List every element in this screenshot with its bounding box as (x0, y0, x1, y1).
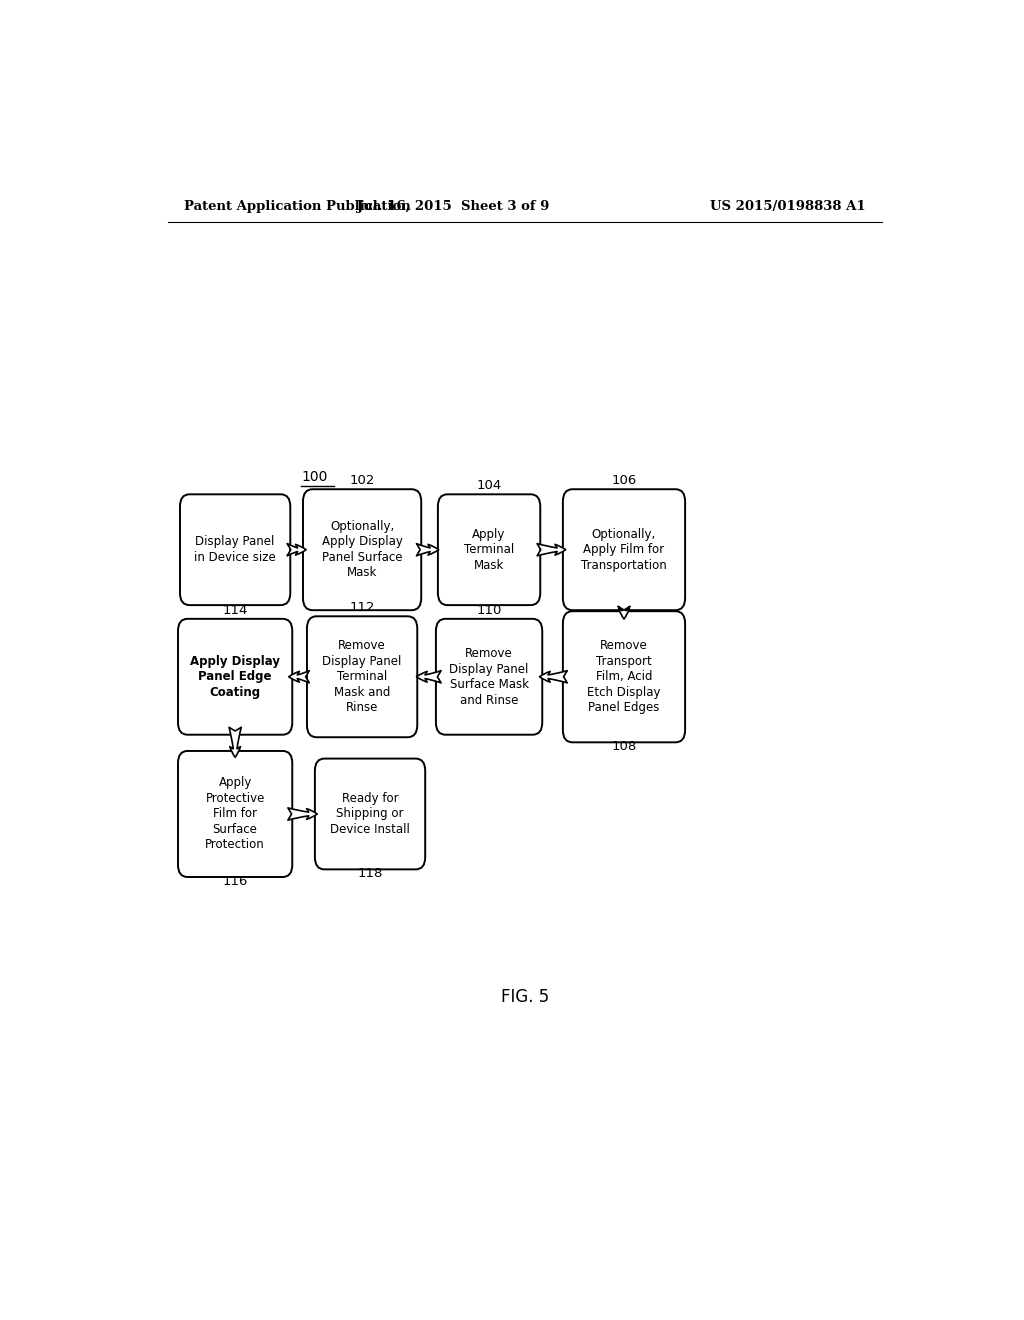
Text: Optionally,
Apply Film for
Transportation: Optionally, Apply Film for Transportatio… (582, 528, 667, 572)
Text: 100: 100 (301, 470, 328, 483)
Text: US 2015/0198838 A1: US 2015/0198838 A1 (711, 199, 866, 213)
Text: 110: 110 (476, 603, 502, 616)
Text: 118: 118 (357, 867, 383, 880)
Text: Remove
Transport
Film, Acid
Etch Display
Panel Edges: Remove Transport Film, Acid Etch Display… (587, 639, 660, 714)
FancyBboxPatch shape (563, 490, 685, 610)
Text: Remove
Display Panel
Terminal
Mask and
Rinse: Remove Display Panel Terminal Mask and R… (323, 639, 401, 714)
Text: FIG. 5: FIG. 5 (501, 987, 549, 1006)
Text: 116: 116 (222, 875, 248, 888)
Text: 114: 114 (222, 603, 248, 616)
FancyBboxPatch shape (178, 751, 292, 876)
Text: 108: 108 (611, 741, 637, 754)
Text: Ready for
Shipping or
Device Install: Ready for Shipping or Device Install (330, 792, 410, 836)
Text: 104: 104 (476, 479, 502, 492)
FancyBboxPatch shape (180, 494, 290, 605)
Text: Jul. 16, 2015  Sheet 3 of 9: Jul. 16, 2015 Sheet 3 of 9 (357, 199, 550, 213)
FancyBboxPatch shape (436, 619, 543, 735)
Text: 112: 112 (349, 601, 375, 614)
FancyBboxPatch shape (178, 619, 292, 735)
Text: Display Panel
in Device size: Display Panel in Device size (195, 536, 276, 564)
Text: Apply Display
Panel Edge
Coating: Apply Display Panel Edge Coating (190, 655, 281, 698)
FancyBboxPatch shape (303, 490, 421, 610)
Text: 106: 106 (611, 474, 637, 487)
FancyBboxPatch shape (563, 611, 685, 742)
FancyBboxPatch shape (315, 759, 425, 870)
FancyBboxPatch shape (438, 494, 541, 605)
Text: Optionally,
Apply Display
Panel Surface
Mask: Optionally, Apply Display Panel Surface … (322, 520, 402, 579)
Text: Apply
Protective
Film for
Surface
Protection: Apply Protective Film for Surface Protec… (205, 776, 265, 851)
FancyBboxPatch shape (307, 616, 417, 738)
Text: Apply
Terminal
Mask: Apply Terminal Mask (464, 528, 514, 572)
Text: Patent Application Publication: Patent Application Publication (183, 199, 411, 213)
Text: 102: 102 (349, 474, 375, 487)
Text: Remove
Display Panel
Surface Mask
and Rinse: Remove Display Panel Surface Mask and Ri… (450, 647, 528, 706)
